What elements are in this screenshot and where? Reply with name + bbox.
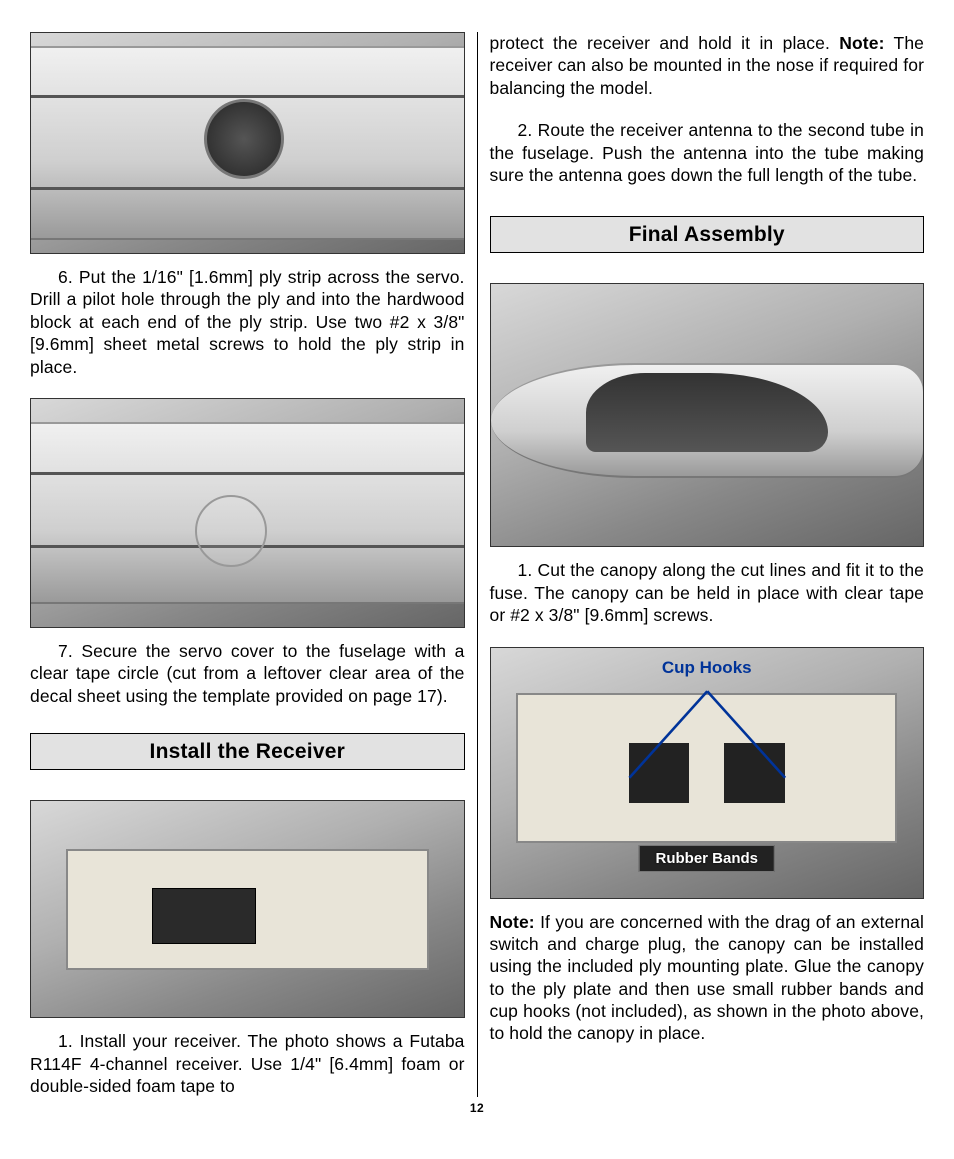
page-two-column-layout: 6. Put the 1/16" [1.6mm] ply strip acros… — [30, 32, 924, 1097]
right-column: protect the receiver and hold it in plac… — [478, 32, 925, 1097]
step-r1-body: 1. Install your receiver. The photo show… — [30, 1031, 465, 1096]
cont-a: protect the receiver and hold it in plac… — [490, 33, 840, 53]
receiver-continuation-text: protect the receiver and hold it in plac… — [490, 32, 925, 99]
step-r2-text: 2. Route the receiver antenna to the sec… — [490, 119, 925, 186]
step-f1-text: 1. Cut the canopy along the cut lines an… — [490, 559, 925, 626]
step-r1-text: 1. Install your receiver. The photo show… — [30, 1030, 465, 1097]
note-2-text: Note: If you are concerned with the drag… — [490, 911, 925, 1045]
step-7-body: 7. Secure the servo cover to the fuselag… — [30, 641, 465, 706]
left-column: 6. Put the 1/16" [1.6mm] ply strip acros… — [30, 32, 477, 1097]
step-6-text: 6. Put the 1/16" [1.6mm] ply strip acros… — [30, 266, 465, 378]
photo-servo-cover — [30, 398, 465, 628]
overlay-cup-hooks-label: Cup Hooks — [491, 658, 924, 678]
photo-servo-ply-strip — [30, 32, 465, 254]
step-6-body: 6. Put the 1/16" [1.6mm] ply strip acros… — [30, 267, 465, 377]
photo-canopy-hooks: Cup Hooks Rubber Bands — [490, 647, 925, 899]
step-7-text: 7. Secure the servo cover to the fuselag… — [30, 640, 465, 707]
page-number: 12 — [30, 1101, 924, 1115]
photo-receiver-install — [30, 800, 465, 1018]
note-2-label: Note: — [490, 912, 535, 932]
heading-install-receiver: Install the Receiver — [30, 733, 465, 770]
heading-final-assembly: Final Assembly — [490, 216, 925, 253]
step-r2-body: 2. Route the receiver antenna to the sec… — [490, 120, 925, 185]
note-2-body: If you are concerned with the drag of an… — [490, 912, 925, 1044]
photo-canopy-fit — [490, 283, 925, 547]
step-f1-body: 1. Cut the canopy along the cut lines an… — [490, 560, 925, 625]
note-label-1: Note: — [839, 33, 884, 53]
overlay-rubber-bands-label: Rubber Bands — [638, 845, 775, 872]
